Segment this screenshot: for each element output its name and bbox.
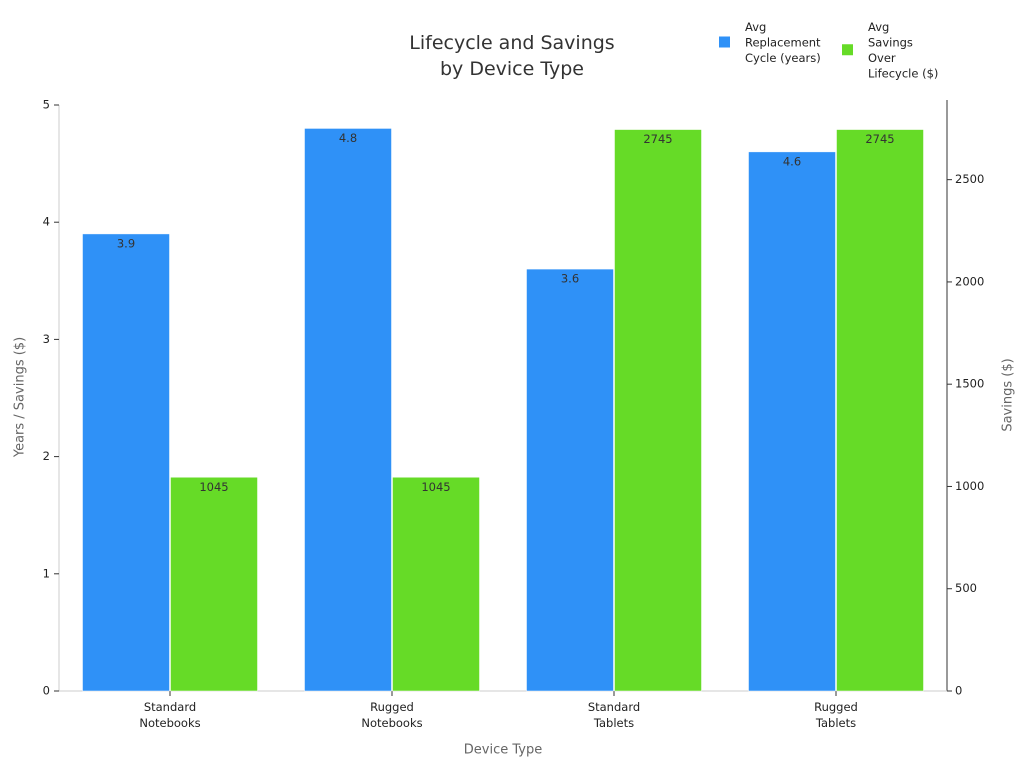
y2-tick-label: 2500: [955, 172, 984, 186]
bar: [170, 477, 258, 692]
y-tick-label: 3: [43, 332, 50, 346]
y2-tick-label: 2000: [955, 274, 984, 288]
y-tick-label: 5: [43, 98, 50, 112]
value-label: 2745: [865, 132, 894, 146]
y2-tick-label: 500: [955, 581, 977, 595]
y2-axis-title: Savings ($): [1001, 358, 1016, 431]
y-tick-label: 0: [43, 684, 50, 698]
chart-title: Lifecycle and Savings by Device Type: [409, 32, 614, 80]
x-axis-title: Device Type: [464, 743, 542, 758]
bar: [614, 129, 702, 692]
y2-tick-label: 1000: [955, 479, 984, 493]
value-label: 3.6: [561, 272, 579, 286]
value-label: 1045: [199, 480, 228, 494]
value-label: 3.9: [117, 236, 135, 250]
y-tick-label: 4: [43, 215, 50, 229]
y-axis-title: Years / Savings ($): [13, 337, 28, 458]
bar: [836, 129, 924, 692]
legend-swatch: [842, 44, 853, 56]
x-tick-label: Standard Tablets: [588, 700, 640, 730]
bar: [392, 477, 480, 692]
legend-label: Avg Savings Over Lifecycle ($): [868, 20, 938, 81]
value-label: 4.6: [783, 154, 801, 168]
legend-label: Avg Replacement Cycle (years): [745, 20, 821, 65]
y-tick-label: 2: [43, 449, 50, 463]
value-label: 2745: [643, 132, 672, 146]
y2-tick-label: 0: [955, 684, 962, 698]
y2-tick-label: 1500: [955, 377, 984, 391]
bar: [526, 268, 614, 692]
bar: [82, 233, 170, 692]
value-label: 1045: [421, 480, 450, 494]
x-tick-label: Standard Notebooks: [139, 700, 200, 730]
x-tick-label: Rugged Notebooks: [361, 700, 422, 730]
bar: [304, 128, 392, 692]
x-tick-label: Rugged Tablets: [814, 700, 858, 730]
legend-swatch: [719, 36, 730, 48]
y-tick-label: 1: [43, 566, 50, 580]
value-label: 4.8: [339, 131, 357, 145]
bar: [748, 151, 836, 692]
